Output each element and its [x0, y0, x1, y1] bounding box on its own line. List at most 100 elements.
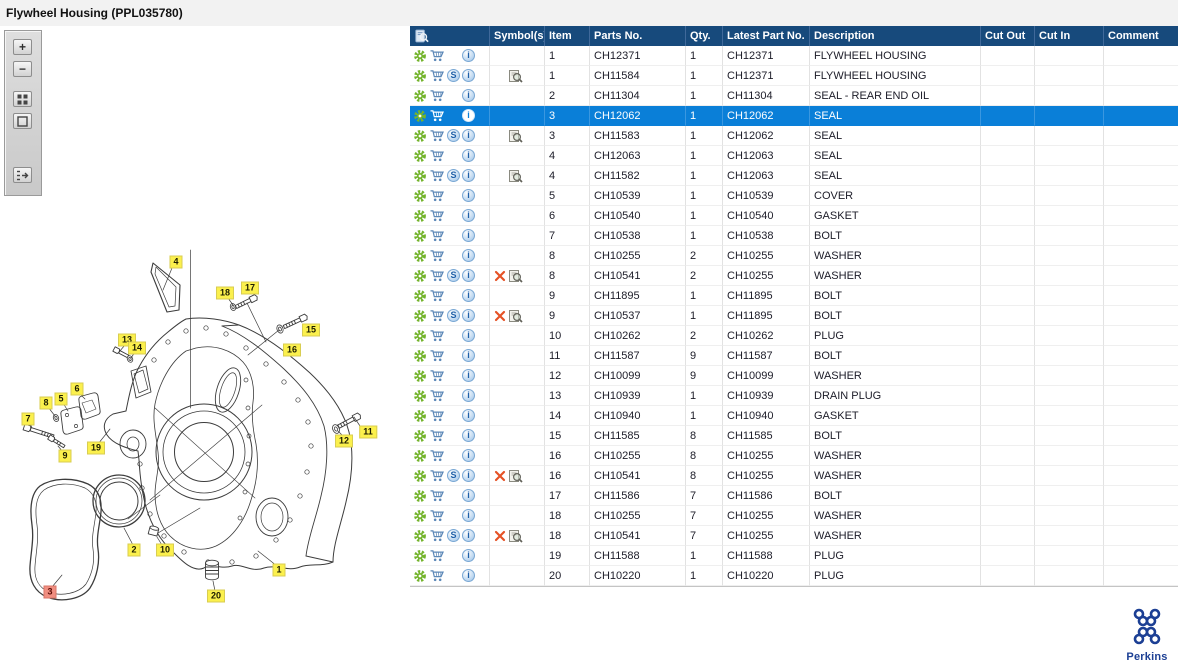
info-icon[interactable]: i — [462, 349, 475, 362]
column-header-item[interactable]: Item — [545, 26, 590, 46]
callout-2[interactable]: 2 — [127, 543, 141, 557]
view-illustration-icon[interactable] — [508, 169, 523, 183]
gear-icon[interactable] — [413, 49, 427, 63]
info-icon[interactable]: i — [462, 189, 475, 202]
table-row[interactable]: S i 20 CH10220 1 CH10220 PLUG — [410, 566, 1178, 586]
view-illustration-icon[interactable] — [508, 469, 523, 483]
table-row[interactable]: S i 19 CH11588 1 CH11588 PLUG — [410, 546, 1178, 566]
table-row[interactable]: S i 16 CH10541 8 CH10255 WASH — [410, 466, 1178, 486]
callout-8[interactable]: 8 — [39, 396, 53, 410]
info-icon[interactable]: i — [462, 289, 475, 302]
superseded-s-icon[interactable]: S — [447, 269, 460, 282]
info-icon[interactable]: i — [462, 269, 475, 282]
info-icon[interactable]: i — [462, 549, 475, 562]
gear-icon[interactable] — [413, 169, 427, 183]
superseded-s-icon[interactable]: S — [447, 169, 460, 182]
table-row[interactable]: S i 5 CH10539 1 CH10539 COVER — [410, 186, 1178, 206]
view-illustration-icon[interactable] — [508, 529, 523, 543]
cart-icon[interactable] — [429, 469, 445, 482]
table-row[interactable]: S i 10 CH10262 2 CH10262 PLUG — [410, 326, 1178, 346]
superseded-s-icon[interactable]: S — [447, 69, 460, 82]
table-row[interactable]: S i 6 CH10540 1 CH10540 GASKE — [410, 206, 1178, 226]
gear-icon[interactable] — [413, 209, 427, 223]
gear-icon[interactable] — [413, 469, 427, 483]
info-icon[interactable]: i — [462, 469, 475, 482]
table-row[interactable]: S i 8 CH10541 2 CH10255 WASHE — [410, 266, 1178, 286]
gear-icon[interactable] — [413, 409, 427, 423]
cart-icon[interactable] — [429, 189, 445, 202]
column-header-cut-in[interactable]: Cut In — [1035, 26, 1104, 46]
cart-icon[interactable] — [429, 329, 445, 342]
gear-icon[interactable] — [413, 569, 427, 583]
cart-icon[interactable] — [429, 489, 445, 502]
table-row[interactable]: S i 15 CH11585 8 CH11585 BOLT — [410, 426, 1178, 446]
cart-icon[interactable] — [429, 389, 445, 402]
cart-icon[interactable] — [429, 309, 445, 322]
view-illustration-icon[interactable] — [508, 69, 523, 83]
cart-icon[interactable] — [429, 149, 445, 162]
cart-icon[interactable] — [429, 249, 445, 262]
gear-icon[interactable] — [413, 369, 427, 383]
info-icon[interactable]: i — [462, 149, 475, 162]
table-row[interactable]: S i 17 CH11586 7 CH11586 BOLT — [410, 486, 1178, 506]
cart-icon[interactable] — [429, 169, 445, 182]
gear-icon[interactable] — [413, 249, 427, 263]
gear-icon[interactable] — [413, 89, 427, 103]
table-row[interactable]: S i 1 CH11584 1 CH12371 FLYWH — [410, 66, 1178, 86]
info-icon[interactable]: i — [462, 169, 475, 182]
callout-18[interactable]: 18 — [215, 286, 235, 300]
table-row[interactable]: S i 9 CH10537 1 CH11895 BOLT — [410, 306, 1178, 326]
gear-icon[interactable] — [413, 109, 427, 123]
column-header-comment[interactable]: Comment — [1108, 30, 1159, 42]
info-icon[interactable]: i — [462, 329, 475, 342]
gear-icon[interactable] — [413, 189, 427, 203]
callout-3[interactable]: 3 — [43, 585, 57, 599]
cart-icon[interactable] — [429, 289, 445, 302]
callout-1[interactable]: 1 — [272, 563, 286, 577]
superseded-s-icon[interactable]: S — [447, 529, 460, 542]
callout-16[interactable]: 16 — [282, 343, 302, 357]
cart-icon[interactable] — [429, 269, 445, 282]
table-row[interactable]: S i 12 CH10099 9 CH10099 WASH — [410, 366, 1178, 386]
gear-icon[interactable] — [413, 489, 427, 503]
info-icon[interactable]: i — [462, 569, 475, 582]
cart-icon[interactable] — [429, 569, 445, 582]
tile-view-button[interactable] — [13, 91, 32, 107]
info-icon[interactable]: i — [462, 509, 475, 522]
cart-icon[interactable] — [429, 109, 445, 122]
collapse-panel-button[interactable] — [13, 167, 32, 183]
info-icon[interactable]: i — [462, 409, 475, 422]
cart-icon[interactable] — [429, 209, 445, 222]
callout-10[interactable]: 10 — [155, 543, 175, 557]
table-row[interactable]: S i 3 CH11583 1 CH12062 SEAL — [410, 126, 1178, 146]
column-header-parts-no[interactable]: Parts No. — [590, 26, 686, 46]
cart-icon[interactable] — [429, 49, 445, 62]
callout-7[interactable]: 7 — [21, 412, 35, 426]
table-row[interactable]: S i 4 CH11582 1 CH12063 SEAL — [410, 166, 1178, 186]
single-view-button[interactable] — [13, 113, 32, 129]
gear-icon[interactable] — [413, 529, 427, 543]
table-row[interactable]: S i 7 CH10538 1 CH10538 BOLT — [410, 226, 1178, 246]
callout-11[interactable]: 11 — [359, 425, 377, 439]
gear-icon[interactable] — [413, 349, 427, 363]
zoom-in-button[interactable]: + — [13, 39, 32, 55]
info-icon[interactable]: i — [462, 109, 475, 122]
callout-17[interactable]: 17 — [240, 281, 260, 295]
gear-icon[interactable] — [413, 129, 427, 143]
info-icon[interactable]: i — [462, 69, 475, 82]
cart-icon[interactable] — [429, 89, 445, 102]
gear-icon[interactable] — [413, 429, 427, 443]
column-header-illustration[interactable] — [410, 26, 490, 46]
gear-icon[interactable] — [413, 549, 427, 563]
info-icon[interactable]: i — [462, 429, 475, 442]
info-icon[interactable]: i — [462, 309, 475, 322]
column-header-qty[interactable]: Qty. — [686, 26, 723, 46]
gear-icon[interactable] — [413, 149, 427, 163]
callout-9[interactable]: 9 — [58, 449, 72, 463]
callout-4[interactable]: 4 — [169, 255, 183, 269]
column-header-description[interactable]: Description — [810, 26, 981, 46]
gear-icon[interactable] — [413, 289, 427, 303]
info-icon[interactable]: i — [462, 529, 475, 542]
cart-icon[interactable] — [429, 229, 445, 242]
callout-14[interactable]: 14 — [127, 341, 147, 355]
